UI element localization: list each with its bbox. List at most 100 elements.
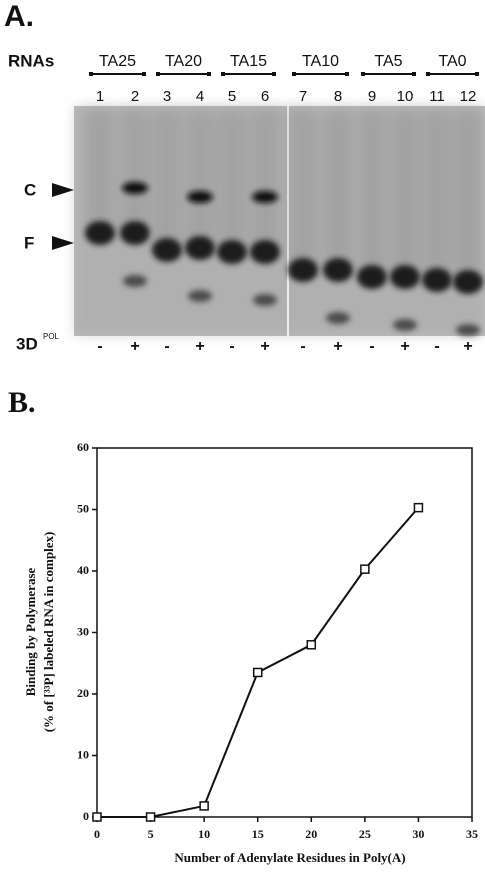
group-bar-end	[426, 72, 430, 76]
group-bar-end	[272, 72, 276, 76]
lane-number: 9	[368, 88, 376, 105]
group-label: TA15	[230, 53, 267, 70]
arrow	[52, 236, 74, 250]
lane-number: 5	[228, 88, 236, 105]
panel-label: A.	[4, 0, 34, 33]
sign: -	[434, 338, 439, 355]
group-label: TA5	[374, 53, 402, 70]
group-bar-end	[89, 72, 93, 76]
rows-label: RNAs	[8, 51, 54, 70]
band	[152, 238, 182, 262]
band	[456, 324, 480, 336]
y-tick-label: 0	[83, 809, 89, 823]
lane-smear	[454, 110, 482, 282]
x-tick-label: 35	[466, 827, 478, 841]
sign: -	[300, 338, 305, 355]
sign: -	[164, 338, 169, 355]
y-tick-label: 60	[77, 440, 89, 454]
x-tick-label: 0	[94, 827, 100, 841]
lane-number: 10	[397, 88, 414, 105]
lane-number: 3	[163, 88, 171, 105]
group-bar-end	[156, 72, 160, 76]
y-tick-label: 20	[77, 686, 89, 700]
lane-number: 12	[460, 88, 477, 105]
band	[323, 258, 353, 282]
x-tick-label: 5	[148, 827, 154, 841]
sign: -	[369, 338, 374, 355]
lane-smear	[186, 110, 214, 248]
data-point	[360, 564, 370, 574]
band	[326, 312, 350, 324]
sign: +	[333, 338, 342, 355]
lane-smear	[86, 110, 114, 233]
band	[188, 290, 212, 302]
protein-superscript: POL	[43, 332, 60, 341]
x-tick-label: 25	[359, 827, 371, 841]
sign: +	[400, 338, 409, 355]
group-label: TA0	[438, 53, 466, 70]
lane-smear	[251, 110, 279, 252]
sign: +	[260, 338, 269, 355]
lane-number: 11	[429, 88, 445, 105]
lane-number: 1	[96, 88, 104, 105]
band	[252, 191, 278, 203]
lane-number: 4	[196, 88, 204, 105]
band	[250, 240, 280, 264]
band	[187, 191, 213, 203]
lane-smear	[423, 110, 451, 280]
sign: +	[463, 338, 472, 355]
band	[122, 182, 148, 194]
lane-smear	[391, 110, 419, 277]
lane-smear	[358, 110, 386, 277]
band	[217, 240, 247, 264]
sign: -	[97, 338, 102, 355]
panel-label: B.	[8, 386, 36, 419]
data-line	[97, 506, 420, 818]
lane-smear	[153, 110, 181, 250]
x-axis-label: Number of Adenylate Residues in Poly(A)	[174, 850, 405, 865]
band	[185, 236, 215, 260]
x-tick-label: 20	[305, 827, 317, 841]
group-bar-end	[345, 72, 349, 76]
band	[453, 270, 483, 294]
group-bar-end	[475, 72, 479, 76]
x-tick-label: 15	[252, 827, 264, 841]
y-tick-label: 50	[77, 501, 89, 515]
group-bar-end	[361, 72, 365, 76]
group-bar-end	[412, 72, 416, 76]
data-point	[413, 502, 424, 513]
sign: -	[229, 338, 234, 355]
lane-smear	[324, 110, 352, 270]
marker-label: C	[24, 180, 36, 199]
band	[288, 258, 318, 282]
data-point	[252, 667, 263, 678]
group-label: TA20	[165, 53, 202, 70]
group-bar-end	[292, 72, 296, 76]
y-tick-label: 30	[77, 624, 89, 638]
y-axis-label: Binding by Polymerase	[23, 567, 38, 696]
data-point	[145, 812, 156, 822]
protein-label: 3D	[16, 334, 38, 353]
lane-number: 6	[261, 88, 269, 105]
sign: +	[130, 338, 139, 355]
x-tick-label: 30	[412, 827, 424, 841]
lane-number: 2	[131, 88, 139, 105]
x-tick-label: 10	[198, 827, 210, 841]
y-axis-label: (% of [³³P] labeled RNA in complex)	[41, 532, 56, 733]
data-point	[306, 640, 317, 650]
lane-smear	[121, 110, 149, 233]
lane-number: 8	[334, 88, 342, 105]
arrow	[52, 183, 74, 197]
band	[422, 268, 452, 292]
band	[253, 294, 277, 306]
band	[390, 265, 420, 289]
lane-number: 7	[299, 88, 307, 105]
marker-label: F	[24, 233, 34, 252]
group-bar-end	[207, 72, 211, 76]
y-tick-label: 10	[77, 747, 89, 761]
band	[123, 275, 147, 287]
band	[393, 319, 417, 331]
group-bar-end	[221, 72, 225, 76]
band	[120, 221, 150, 245]
